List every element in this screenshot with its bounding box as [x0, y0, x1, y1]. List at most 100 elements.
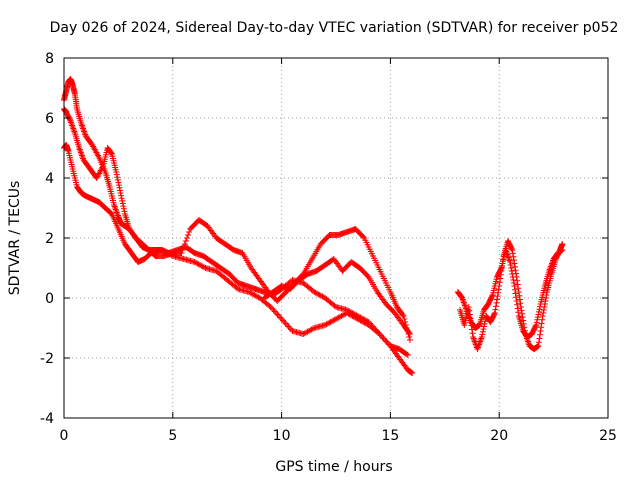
data-point: [533, 322, 540, 328]
data-point: [532, 323, 539, 330]
y-axis-label: SDTVAR / TECUs: [7, 181, 23, 296]
data-point: [491, 311, 498, 318]
data-point: [516, 292, 523, 299]
data-point: [108, 150, 115, 157]
data-point: [538, 320, 545, 327]
data-point: [559, 247, 566, 253]
data-point: [114, 176, 121, 183]
data-point: [508, 268, 515, 274]
data-point: [497, 275, 504, 282]
data-point: [118, 192, 125, 199]
axis-ticks: 0 5 10 15 20 25 -4 -2 0 2 4 6 8: [40, 51, 617, 444]
x-axis-label: GPS time / hours: [275, 459, 392, 475]
y-tick-label: 6: [45, 111, 54, 127]
data-point: [201, 264, 208, 271]
data-point: [493, 299, 500, 306]
data-point: [509, 247, 516, 253]
data-point: [537, 303, 543, 310]
data-point: [511, 286, 518, 293]
data-point: [497, 266, 504, 273]
data-point: [539, 313, 546, 319]
data-point: [119, 197, 126, 204]
data-point: [508, 245, 515, 252]
data-point: [540, 307, 547, 313]
series-track-3: [61, 142, 411, 358]
data-point: [117, 187, 124, 194]
y-tick-label: 8: [45, 51, 54, 67]
series-track-6: [454, 247, 566, 340]
data-point: [559, 241, 566, 247]
data-point: [119, 200, 126, 207]
data-point: [536, 306, 543, 313]
data-point: [511, 260, 518, 267]
data-point: [513, 294, 520, 301]
data-point: [183, 235, 190, 241]
data-point: [517, 300, 524, 307]
data-point: [121, 208, 128, 215]
data-point: [115, 182, 122, 189]
data-point: [512, 267, 519, 274]
data-point: [536, 335, 543, 342]
data-point: [511, 263, 518, 270]
data-point: [478, 334, 485, 340]
data-point: [481, 320, 488, 327]
data-point: [535, 343, 542, 349]
data-point: [540, 310, 547, 316]
data-point: [491, 310, 498, 316]
data-point: [117, 190, 124, 196]
data-point: [507, 259, 514, 265]
data-point: [181, 241, 188, 247]
data-point: [518, 307, 525, 314]
data-point: [406, 329, 413, 336]
chart-title: Day 026 of 2024, Sidereal Day-to-day VTE…: [50, 20, 619, 36]
data-point: [182, 238, 189, 244]
data-point: [120, 203, 127, 210]
y-tick-label: -2: [40, 351, 54, 367]
data-point: [492, 306, 499, 313]
data-point: [537, 331, 543, 338]
data-point: [492, 303, 499, 310]
data-point: [542, 298, 549, 304]
series-track-4: [261, 256, 413, 337]
data-point: [513, 298, 520, 304]
data-point: [535, 311, 542, 318]
data-point: [179, 247, 186, 253]
data-point: [508, 265, 515, 271]
data-point: [495, 286, 502, 293]
y-tick-label: 4: [45, 171, 54, 187]
data-point: [511, 283, 518, 289]
data-point: [266, 302, 273, 309]
data-point: [496, 279, 503, 286]
data-point: [480, 326, 487, 333]
data-point: [178, 250, 185, 256]
data-point: [514, 277, 521, 284]
data-point: [375, 329, 382, 336]
x-tick-label: 20: [490, 428, 508, 444]
data-point: [517, 304, 524, 310]
data-points: [61, 76, 566, 376]
data-point: [514, 305, 521, 312]
data-point: [510, 253, 517, 260]
data-point: [406, 337, 413, 343]
data-point: [509, 271, 516, 277]
data-point: [537, 328, 544, 334]
data-point: [534, 314, 541, 321]
data-point: [403, 351, 410, 358]
data-point: [480, 323, 487, 330]
data-point: [400, 313, 407, 319]
data-point: [309, 325, 316, 332]
x-tick-label: 10: [273, 428, 291, 444]
data-point: [114, 174, 121, 181]
data-point: [115, 179, 122, 186]
data-point: [509, 250, 516, 257]
data-point: [401, 316, 408, 322]
data-point: [515, 285, 522, 292]
y-tick-label: 2: [45, 231, 54, 247]
data-point: [185, 232, 192, 238]
data-point: [409, 370, 416, 376]
x-tick-label: 15: [381, 428, 399, 444]
data-point: [538, 324, 545, 331]
x-tick-label: 25: [599, 428, 617, 444]
